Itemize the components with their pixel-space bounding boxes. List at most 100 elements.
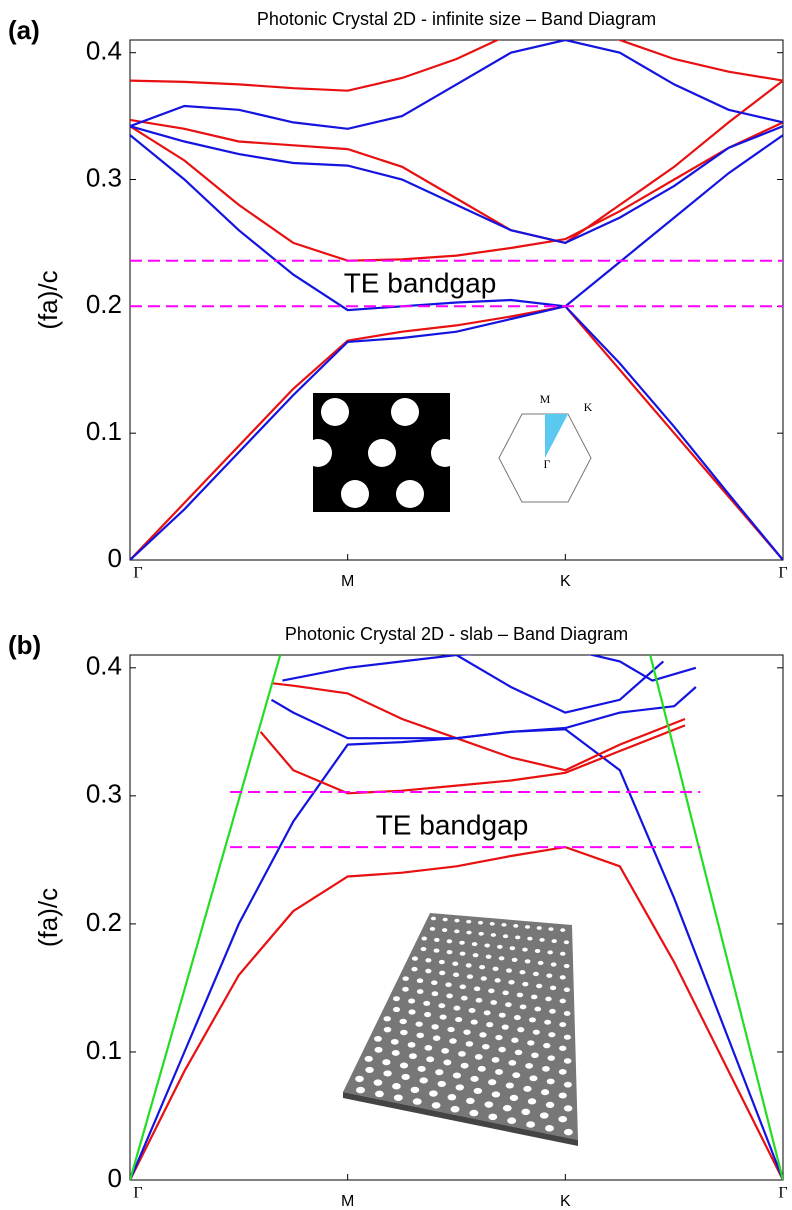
- slab-hole: [416, 989, 424, 994]
- slab-hole: [455, 1084, 465, 1091]
- slab-hole: [475, 997, 483, 1003]
- slab-hole: [479, 1032, 487, 1038]
- y-tick-label: 0.3: [86, 779, 122, 809]
- slab-hole: [453, 1005, 461, 1011]
- slab-hole: [545, 996, 552, 1002]
- slab-hole: [489, 921, 495, 926]
- slab-hole: [545, 1101, 555, 1108]
- annotation: TE bandgap: [344, 267, 497, 298]
- slab-hole: [539, 1112, 549, 1119]
- y-tick-label: 0.1: [86, 1035, 122, 1065]
- band: [130, 655, 282, 1180]
- slab-hole: [472, 953, 479, 958]
- slab-hole: [513, 924, 519, 928]
- slab-hole: [431, 980, 438, 986]
- slab-hole: [443, 1059, 452, 1066]
- slab-hole: [392, 1006, 401, 1013]
- slab-hole: [430, 916, 437, 921]
- slab-hole: [506, 968, 513, 973]
- slab-hole: [463, 1029, 471, 1035]
- slab-hole: [424, 1011, 432, 1018]
- band: [130, 305, 783, 560]
- slab-hole: [399, 1062, 409, 1069]
- slab-hole: [459, 984, 467, 990]
- band: [445, 655, 665, 714]
- slab-hole: [563, 1034, 571, 1040]
- slab-hole: [491, 1057, 500, 1063]
- slab-hole: [410, 1086, 420, 1094]
- slab-hole: [486, 1022, 494, 1028]
- slab-hole: [501, 1024, 509, 1030]
- slab-hole: [511, 957, 518, 962]
- slab-hole: [509, 946, 516, 951]
- slab-hole: [426, 1056, 435, 1063]
- x-tick-label: M: [341, 1193, 354, 1210]
- slab-hole: [393, 996, 400, 1002]
- crystal-inset: [304, 393, 459, 512]
- slab-hole: [563, 1058, 572, 1064]
- band: [270, 686, 697, 740]
- slab-hole: [374, 1090, 384, 1098]
- y-tick-label: 0.4: [86, 36, 122, 66]
- slab-hole: [441, 1048, 450, 1054]
- slab-hole: [364, 1055, 373, 1062]
- band: [130, 845, 783, 1180]
- slab-hole: [531, 1052, 539, 1059]
- slab-hole: [514, 1049, 523, 1056]
- slab-hole: [495, 1034, 503, 1041]
- slab-hole: [517, 1027, 525, 1033]
- slab-hole: [415, 1021, 423, 1027]
- slab-hole: [481, 1043, 490, 1050]
- slab-hole: [445, 982, 452, 988]
- slab-hole: [374, 1046, 383, 1053]
- slab-hole: [524, 925, 531, 929]
- slab-hole: [546, 1078, 555, 1085]
- slab-hole: [425, 958, 432, 963]
- x-tick-label: Γ: [778, 1185, 787, 1202]
- slab-hole: [416, 1032, 425, 1039]
- slab-hole: [439, 970, 446, 976]
- slab-hole: [393, 1094, 403, 1101]
- slab-hole: [437, 1080, 446, 1088]
- slab-hole: [402, 976, 409, 981]
- slab-hole: [522, 947, 528, 952]
- slab-hole: [446, 939, 453, 944]
- slab-hole: [547, 950, 553, 955]
- slab-hole: [425, 968, 432, 974]
- slab-hole: [505, 1002, 512, 1008]
- slab-hole: [449, 1038, 457, 1044]
- slab-hole: [498, 1012, 506, 1018]
- chart-title: Photonic Crystal 2D - slab – Band Diagra…: [285, 624, 628, 644]
- slab-hole: [523, 1085, 532, 1092]
- slab-hole: [498, 1046, 506, 1053]
- slab-hole: [402, 986, 409, 992]
- slab-hole: [527, 1098, 537, 1105]
- slab-hole: [477, 920, 484, 925]
- x-tick-label: Γ: [133, 565, 142, 582]
- slab-hole: [450, 1105, 460, 1113]
- slab-hole: [421, 936, 427, 941]
- slab-hole: [536, 926, 542, 930]
- slab-hole: [485, 954, 492, 959]
- slab-hole: [563, 940, 570, 945]
- slab-hole: [536, 983, 543, 989]
- slab-hole: [365, 1066, 374, 1074]
- slab-hole: [539, 937, 545, 942]
- slab-hole: [488, 1079, 497, 1086]
- band: [130, 79, 783, 245]
- slab-hole: [460, 1062, 469, 1069]
- slab-hole: [491, 1091, 501, 1098]
- x-tick-label: K: [560, 573, 571, 590]
- slab-hole: [519, 1004, 527, 1010]
- slab-hole: [454, 918, 460, 923]
- band: [130, 40, 783, 130]
- chart-title: Photonic Crystal 2D - infinite size – Ba…: [257, 9, 656, 29]
- slab-hole: [442, 917, 448, 922]
- annotation: TE bandgap: [376, 809, 529, 840]
- band: [130, 125, 783, 245]
- slab-hole: [559, 998, 566, 1004]
- slab-hole: [459, 940, 465, 945]
- y-tick-label: 0.4: [86, 651, 122, 681]
- slab-hole: [471, 942, 478, 947]
